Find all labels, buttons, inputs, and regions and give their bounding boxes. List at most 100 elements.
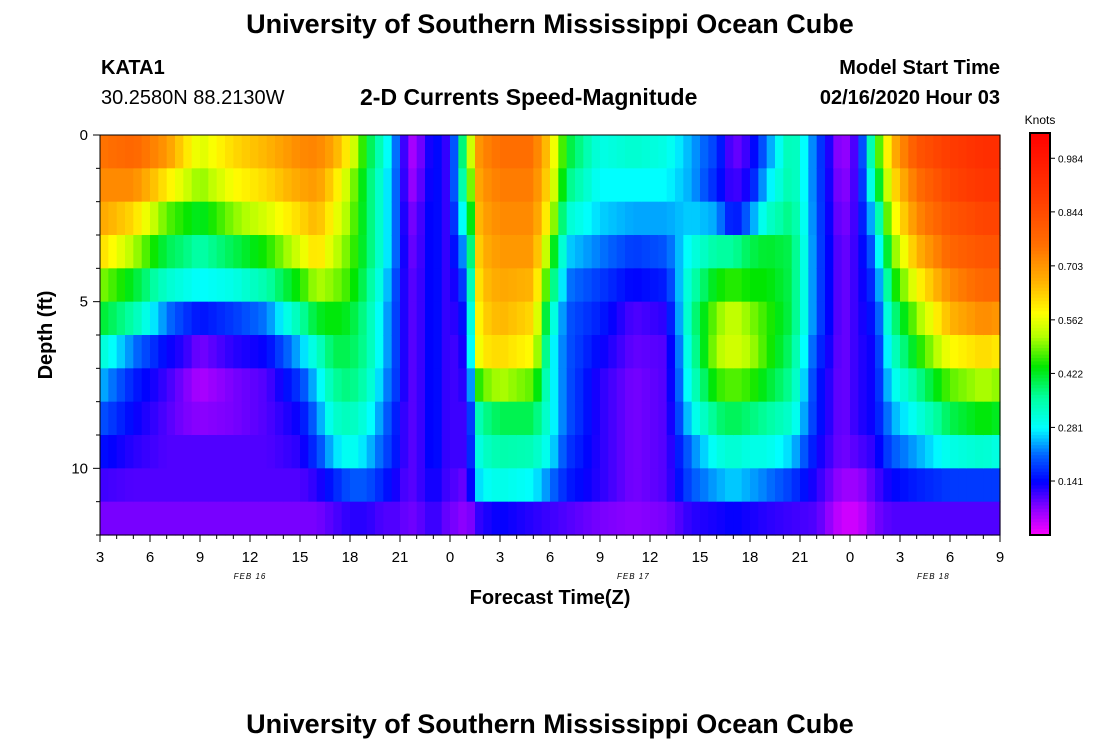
heatmap-cell — [758, 501, 768, 536]
heatmap-cell — [225, 435, 234, 469]
heatmap-cell — [691, 201, 701, 236]
heatmap-cell — [316, 501, 326, 536]
heatmap-cell — [750, 468, 759, 503]
colorbar-segment — [1030, 149, 1050, 154]
heatmap-cell — [108, 168, 118, 203]
heatmap-cell — [950, 301, 959, 336]
heatmap-cell — [133, 235, 143, 269]
heatmap-cell — [275, 268, 284, 303]
heatmap-cell — [250, 201, 259, 236]
heatmap-cell — [758, 235, 768, 269]
heatmap-cell — [300, 401, 309, 436]
heatmap-cell — [316, 201, 326, 236]
heatmap-cell — [975, 235, 984, 269]
colorbar-segment — [1030, 213, 1050, 218]
heatmap-cell — [466, 201, 476, 236]
colorbar-segment — [1030, 397, 1050, 402]
heatmap-cell — [141, 435, 151, 469]
heatmap-cell — [100, 435, 109, 469]
heatmap-cell — [908, 468, 918, 503]
heatmap-cell — [316, 268, 326, 303]
heatmap-cell — [541, 368, 551, 403]
heatmap-cell — [916, 135, 926, 169]
heatmap-cell — [308, 135, 318, 169]
heatmap-cell — [483, 468, 493, 503]
heatmap-cell — [958, 401, 968, 436]
heatmap-cell — [491, 201, 501, 236]
heatmap-cell — [725, 168, 734, 203]
heatmap-cell — [491, 168, 501, 203]
heatmap-cell — [333, 201, 343, 236]
heatmap-cell — [466, 435, 476, 469]
colorbar-segment — [1030, 384, 1050, 389]
heatmap-cell — [766, 301, 776, 336]
heatmap-cell — [100, 501, 109, 536]
heatmap-cell — [425, 435, 434, 469]
heatmap-cell — [958, 201, 968, 236]
heatmap-cell — [800, 335, 809, 369]
heatmap-cell — [675, 201, 684, 236]
heatmap-cell — [716, 201, 726, 236]
heatmap-cell — [908, 135, 918, 169]
heatmap-cell — [808, 301, 818, 336]
heatmap-cell — [941, 501, 951, 536]
heatmap-cell — [358, 135, 368, 169]
heatmap-cell — [425, 335, 434, 369]
heatmap-cell — [183, 268, 193, 303]
heatmap-cell — [416, 201, 426, 236]
heatmap-cell — [841, 301, 851, 336]
colorbar-segment — [1030, 350, 1050, 355]
heatmap-cell — [941, 468, 951, 503]
colorbar-segment — [1030, 287, 1050, 292]
heatmap-cell — [950, 235, 959, 269]
heatmap-cell — [183, 468, 193, 503]
colorbar-segment — [1030, 200, 1050, 204]
heatmap-cell — [300, 335, 309, 369]
heatmap-cell — [933, 268, 943, 303]
heatmap-cell — [725, 501, 734, 536]
heatmap-cell — [808, 368, 818, 403]
heatmap-cell — [591, 201, 601, 236]
heatmap-cell — [216, 468, 226, 503]
heatmap-cell — [400, 135, 409, 169]
heatmap-cell — [166, 368, 176, 403]
heatmap-cell — [841, 368, 851, 403]
heatmap-cell — [800, 401, 809, 436]
heatmap-cell — [800, 268, 809, 303]
heatmap-cell — [600, 168, 609, 203]
heatmap-cell — [108, 501, 118, 536]
colorbar-segment — [1030, 354, 1050, 359]
heatmap-cell — [900, 135, 909, 169]
heatmap-cell — [333, 435, 343, 469]
heatmap-cell — [741, 501, 751, 536]
heatmap-cell — [725, 135, 734, 169]
heatmap-cell — [141, 268, 151, 303]
colorbar-segment — [1030, 223, 1050, 228]
colorbar-segment — [1030, 310, 1050, 315]
heatmap-cell — [950, 401, 959, 436]
heatmap-cell — [316, 168, 326, 203]
heatmap-cell — [808, 168, 818, 203]
colorbar-segment — [1030, 501, 1050, 506]
heatmap-cell — [200, 368, 209, 403]
heatmap-cell — [866, 168, 876, 203]
heatmap-cell — [391, 468, 401, 503]
heatmap-cell — [241, 268, 251, 303]
heatmap-cell — [675, 401, 684, 436]
heatmap-cell — [625, 401, 634, 436]
heatmap-cell — [183, 235, 193, 269]
heatmap-cell — [383, 335, 393, 369]
heatmap-cell — [750, 201, 759, 236]
heatmap-cell — [450, 301, 459, 336]
heatmap-cell — [975, 201, 984, 236]
heatmap-cell — [233, 468, 243, 503]
heatmap-cell — [941, 268, 951, 303]
heatmap-cell — [241, 435, 251, 469]
heatmap-cell — [700, 335, 709, 369]
heatmap-cell — [408, 135, 418, 169]
heatmap-cell — [100, 335, 109, 369]
heatmap-cell — [675, 468, 684, 503]
heatmap-cell — [475, 135, 484, 169]
heatmap-cell — [408, 201, 418, 236]
heatmap-cell — [816, 201, 826, 236]
